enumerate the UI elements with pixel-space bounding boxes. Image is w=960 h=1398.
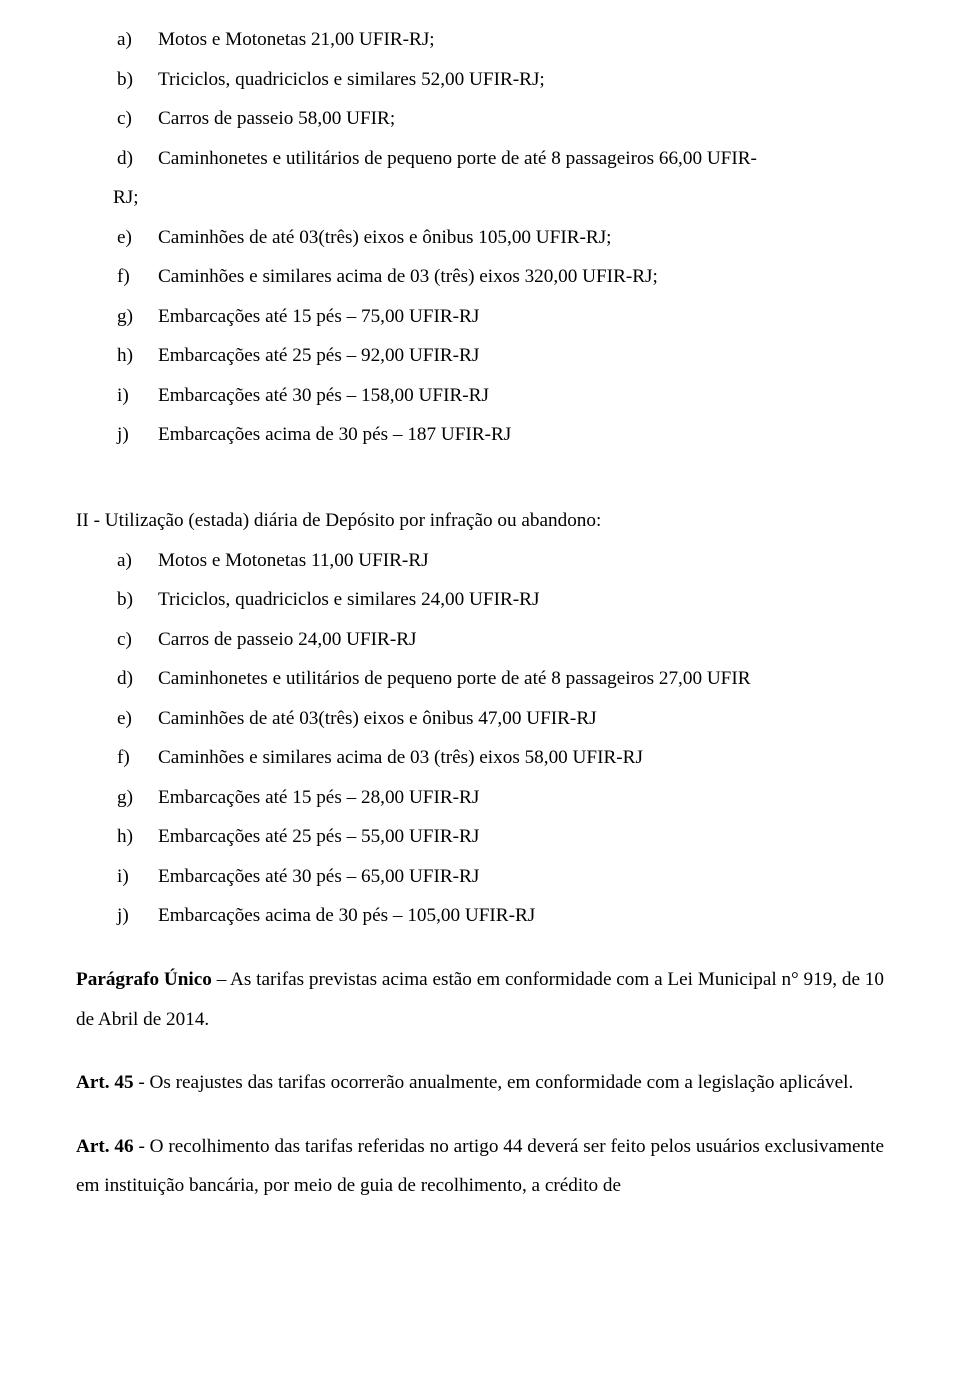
list-marker: b) — [117, 580, 133, 620]
list-marker: f) — [117, 257, 130, 297]
list-marker: i) — [117, 376, 129, 416]
art-45: Art. 45 - Os reajustes das tarifas ocorr… — [76, 1063, 884, 1103]
list-item: a) Motos e Motonetas 21,00 UFIR-RJ; — [76, 20, 884, 60]
list-item: g) Embarcações até 15 pés – 75,00 UFIR-R… — [76, 297, 884, 337]
list-text: Embarcações acima de 30 pés – 187 UFIR-R… — [158, 424, 511, 445]
list-item: c) Carros de passeio 24,00 UFIR-RJ — [76, 620, 884, 660]
list-text: Triciclos, quadriciclos e similares 52,0… — [158, 69, 545, 90]
list-text: Motos e Motonetas 21,00 UFIR-RJ; — [158, 29, 435, 50]
list-item: h) Embarcações até 25 pés – 55,00 UFIR-R… — [76, 817, 884, 857]
list-text: Embarcações até 30 pés – 65,00 UFIR-RJ — [158, 866, 479, 887]
list-text: RJ; — [113, 187, 139, 208]
list-text: Embarcações acima de 30 pés – 105,00 UFI… — [158, 905, 535, 926]
list-text: Embarcações até 30 pés – 158,00 UFIR-RJ — [158, 385, 489, 406]
art-46: Art. 46 - O recolhimento das tarifas ref… — [76, 1127, 884, 1206]
spacer — [76, 455, 884, 479]
list-item: c) Carros de passeio 58,00 UFIR; — [76, 99, 884, 139]
list-text: Embarcações até 25 pés – 55,00 UFIR-RJ — [158, 826, 479, 847]
art-46-text: - O recolhimento das tarifas referidas n… — [76, 1136, 884, 1197]
list-marker: d) — [117, 659, 133, 699]
list-item: e) Caminhões de até 03(três) eixos e ôni… — [76, 218, 884, 258]
list-marker: g) — [117, 778, 133, 818]
list-item: b) Triciclos, quadriciclos e similares 2… — [76, 580, 884, 620]
list-text: Embarcações até 15 pés – 28,00 UFIR-RJ — [158, 787, 479, 808]
list-text: Carros de passeio 24,00 UFIR-RJ — [158, 629, 416, 650]
section1-list: a) Motos e Motonetas 21,00 UFIR-RJ; b) T… — [76, 20, 884, 455]
list-item: j) Embarcações acima de 30 pés – 105,00 … — [76, 896, 884, 936]
list-marker: d) — [117, 139, 133, 179]
list-marker: f) — [117, 738, 130, 778]
list-marker: a) — [117, 541, 132, 581]
list-marker: h) — [117, 336, 133, 376]
list-text: Embarcações até 25 pés – 92,00 UFIR-RJ — [158, 345, 479, 366]
list-item: e) Caminhões de até 03(três) eixos e ôni… — [76, 699, 884, 739]
list-text: Motos e Motonetas 11,00 UFIR-RJ — [158, 550, 429, 571]
list-item: b) Triciclos, quadriciclos e similares 5… — [76, 60, 884, 100]
paragrafo-unico-label: Parágrafo Único — [76, 969, 212, 990]
list-item: a) Motos e Motonetas 11,00 UFIR-RJ — [76, 541, 884, 581]
list-text: Carros de passeio 58,00 UFIR; — [158, 108, 395, 129]
list-marker: e) — [117, 699, 132, 739]
paragrafo-unico: Parágrafo Único – As tarifas previstas a… — [76, 960, 884, 1039]
list-marker: e) — [117, 218, 132, 258]
list-text: Triciclos, quadriciclos e similares 24,0… — [158, 589, 539, 610]
list-item: i) Embarcações até 30 pés – 158,00 UFIR-… — [76, 376, 884, 416]
list-marker: c) — [117, 620, 132, 660]
list-continuation: RJ; — [76, 178, 884, 218]
list-item: j) Embarcações acima de 30 pés – 187 UFI… — [76, 415, 884, 455]
list-text: Caminhões de até 03(três) eixos e ônibus… — [158, 708, 597, 729]
list-marker: h) — [117, 817, 133, 857]
list-item: d) Caminhonetes e utilitários de pequeno… — [76, 659, 884, 699]
list-text: Caminhões de até 03(três) eixos e ônibus… — [158, 227, 612, 248]
list-item: d) Caminhonetes e utilitários de pequeno… — [76, 139, 884, 179]
list-marker: j) — [117, 896, 129, 936]
list-item: f) Caminhões e similares acima de 03 (tr… — [76, 257, 884, 297]
list-text: Caminhões e similares acima de 03 (três)… — [158, 266, 658, 287]
art-45-label: Art. 45 — [76, 1072, 134, 1093]
list-marker: a) — [117, 20, 132, 60]
art-45-text: - Os reajustes das tarifas ocorrerão anu… — [134, 1072, 854, 1093]
list-marker: g) — [117, 297, 133, 337]
list-text: Caminhões e similares acima de 03 (três)… — [158, 747, 643, 768]
list-text: Caminhonetes e utilitários de pequeno po… — [158, 668, 751, 689]
list-item: i) Embarcações até 30 pés – 65,00 UFIR-R… — [76, 857, 884, 897]
list-item: h) Embarcações até 25 pés – 92,00 UFIR-R… — [76, 336, 884, 376]
list-text: Caminhonetes e utilitários de pequeno po… — [158, 148, 757, 169]
list-item: f) Caminhões e similares acima de 03 (tr… — [76, 738, 884, 778]
list-text: Embarcações até 15 pés – 75,00 UFIR-RJ — [158, 306, 479, 327]
list-marker: b) — [117, 60, 133, 100]
section2-heading: II - Utilização (estada) diária de Depós… — [76, 501, 884, 541]
list-marker: c) — [117, 99, 132, 139]
list-marker: i) — [117, 857, 129, 897]
list-marker: j) — [117, 415, 129, 455]
list-item: g) Embarcações até 15 pés – 28,00 UFIR-R… — [76, 778, 884, 818]
document-page: a) Motos e Motonetas 21,00 UFIR-RJ; b) T… — [0, 0, 960, 1236]
art-46-label: Art. 46 — [76, 1136, 134, 1157]
section2-list: a) Motos e Motonetas 11,00 UFIR-RJ b) Tr… — [76, 541, 884, 936]
